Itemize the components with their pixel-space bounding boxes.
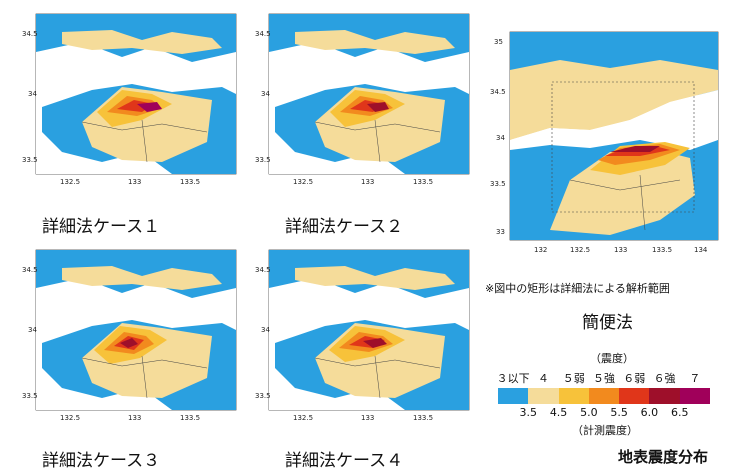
intensity-class-label: ３以下 — [496, 372, 530, 385]
intensity-class-label: ４ — [537, 372, 549, 385]
colorbar-segment — [649, 388, 680, 404]
lon-tick: 133 — [128, 178, 141, 186]
lon-tick: 132.5 — [60, 414, 80, 422]
lat-tick: 34 — [261, 90, 270, 98]
lon-tick: 132 — [534, 246, 547, 254]
lat-tick: 34 — [28, 90, 37, 98]
lat-tick: 35 — [494, 38, 503, 46]
map-case-2-svg: 34.5 34 33.5 132.5 133 133.5 — [255, 13, 470, 186]
lat-tick: 34.5 — [22, 266, 38, 274]
lat-tick: 34.5 — [22, 30, 38, 38]
boundary-label: 5.0 — [580, 406, 598, 419]
colorbar-segment — [558, 388, 589, 404]
boundary-label: 4.5 — [549, 406, 568, 419]
map-case-3: 34.5 34 33.5 132.5 133 133.5 — [22, 248, 242, 428]
lon-tick: 133.5 — [413, 414, 433, 422]
lat-tick: 33 — [496, 228, 505, 236]
boundary-label: 3.5 — [519, 406, 538, 419]
caption-case-2: 詳細法ケース２ — [285, 217, 404, 237]
lon-tick: 133.5 — [413, 178, 433, 186]
simple-method-title: 簡便法 — [582, 313, 633, 333]
lat-tick: 33.5 — [22, 156, 38, 164]
colorbar-segment — [619, 388, 650, 404]
map-case-4: 34.5 34 33.5 132.5 133 133.5 — [255, 248, 475, 428]
lon-tick: 134 — [694, 246, 708, 254]
lon-tick: 133 — [614, 246, 627, 254]
lat-tick: 33.5 — [490, 180, 506, 188]
intensity-class-label: ７ — [689, 372, 701, 385]
lon-tick: 133.5 — [180, 178, 200, 186]
lat-tick: 34 — [28, 326, 37, 334]
lat-tick: 34.5 — [255, 266, 271, 274]
boundary-label: 6.0 — [640, 406, 659, 419]
lat-tick: 34 — [261, 326, 270, 334]
intensity-class-label: ５強 — [593, 372, 615, 385]
intensity-class-label: ５弱 — [562, 372, 585, 385]
lon-tick: 133.5 — [652, 246, 672, 254]
lon-tick: 132.5 — [570, 246, 590, 254]
lon-tick: 132.5 — [293, 178, 313, 186]
lon-tick: 133 — [361, 414, 374, 422]
map-simple-method-svg: 35 34.5 34 33.5 33 132 132.5 133 133.5 1… — [490, 31, 719, 254]
caption-case-4: 詳細法ケース４ — [285, 451, 404, 471]
lat-tick: 33.5 — [255, 392, 271, 400]
map-case-4-svg: 34.5 34 33.5 132.5 133 133.5 — [255, 249, 470, 422]
map-case-3-svg: 34.5 34 33.5 132.5 133 133.5 — [22, 249, 237, 422]
boundary-label: 5.5 — [610, 406, 628, 419]
lon-tick: 133.5 — [180, 414, 200, 422]
map-case-2: 34.5 34 33.5 132.5 133 133.5 — [255, 12, 475, 192]
colorbar-segment — [679, 388, 710, 404]
lat-tick: 34.5 — [255, 30, 271, 38]
lat-tick: 34 — [496, 134, 505, 142]
analysis-range-note: ※図中の矩形は詳細法による解析範囲 — [485, 282, 670, 295]
lon-tick: 132.5 — [60, 178, 80, 186]
legend-colorbar — [498, 388, 710, 404]
map-case-1-svg: 34.5 34 33.5 132.5 133 133.5 — [22, 13, 237, 186]
map-case-1: 34.5 34 33.5 132.5 133 133.5 — [22, 12, 242, 192]
caption-case-1: 詳細法ケース１ — [42, 217, 161, 237]
legend-intensity-title: （震度） — [590, 352, 634, 365]
colorbar-segment — [588, 388, 620, 404]
caption-case-3: 詳細法ケース３ — [42, 451, 161, 471]
lat-tick: 34.5 — [490, 88, 506, 96]
lon-tick: 132.5 — [293, 414, 313, 422]
lat-tick: 33.5 — [22, 392, 38, 400]
map-simple-method: 35 34.5 34 33.5 33 132 132.5 133 133.5 1… — [490, 30, 724, 270]
intensity-class-label: ６強 — [653, 372, 676, 385]
intensity-class-label: ６弱 — [623, 372, 646, 385]
colorbar-segment — [498, 388, 529, 404]
colorbar-segment — [528, 388, 559, 404]
legend-measured-title: （計測震度） — [572, 424, 638, 437]
boundary-label: 6.5 — [670, 406, 689, 419]
lon-tick: 133 — [128, 414, 141, 422]
lat-tick: 33.5 — [255, 156, 271, 164]
footer-title: 地表震度分布 — [618, 448, 709, 466]
lon-tick: 133 — [361, 178, 374, 186]
